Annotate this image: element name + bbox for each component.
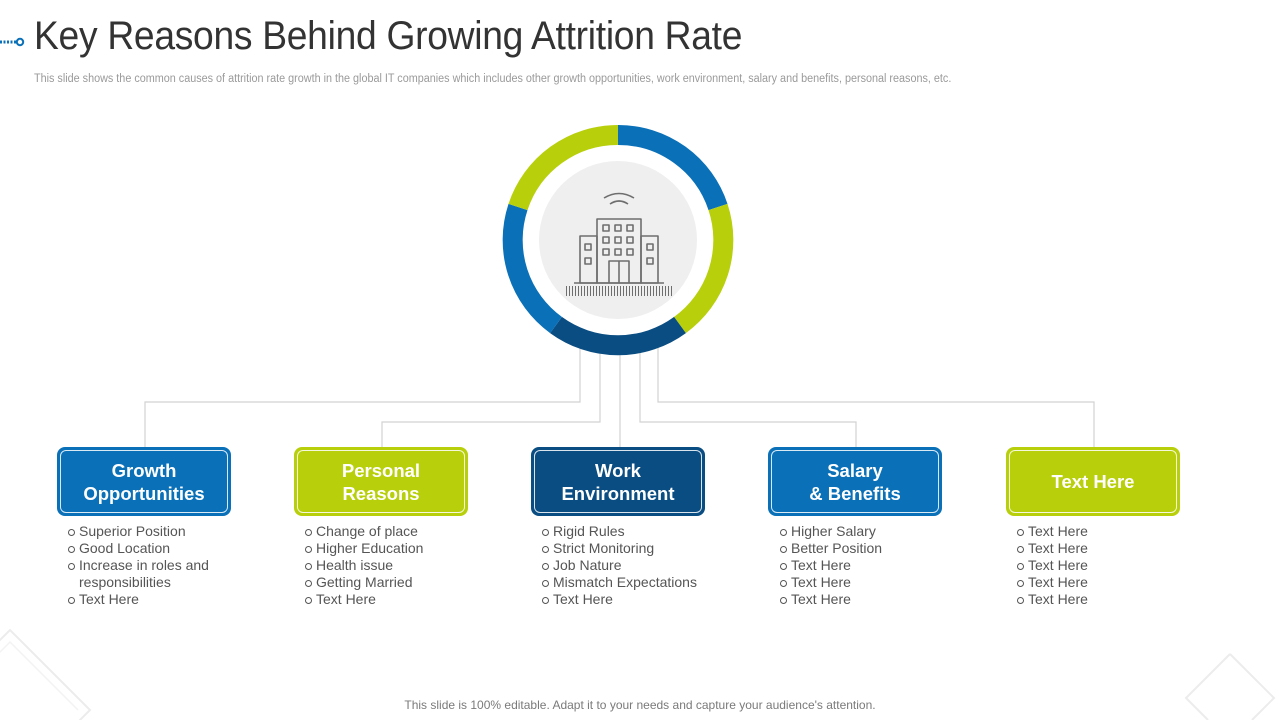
office-building-icon (574, 192, 664, 284)
connector-line (657, 340, 1095, 447)
list-item: Mismatch Expectations (542, 574, 697, 591)
category-label: Text Here (1009, 450, 1177, 513)
list-item: Text Here (780, 557, 882, 574)
list-item: Higher Education (305, 540, 423, 557)
list-item: Text Here (1017, 540, 1088, 557)
reason-list-growth-opportunities: Superior Position Good Location Increase… (68, 523, 209, 608)
category-label: Personal Reasons (297, 450, 465, 513)
list-item: Text Here (542, 591, 697, 608)
reason-list-text-here: Text Here Text Here Text Here Text Here … (1017, 523, 1088, 608)
list-item: Text Here (780, 574, 882, 591)
list-item: Text Here (1017, 574, 1088, 591)
list-item: Change of place (305, 523, 423, 540)
footer-note: This slide is 100% editable. Adapt it to… (404, 698, 876, 712)
segmented-ring (502, 124, 734, 356)
category-box-growth-opportunities: Growth Opportunities (57, 447, 231, 516)
list-item: Good Location (68, 540, 209, 557)
list-item: Text Here (1017, 591, 1088, 608)
ring-segment-blue-top (617, 124, 728, 211)
list-item: Job Nature (542, 557, 697, 574)
ring-segment-blue-left (502, 203, 563, 334)
list-item: Getting Married (305, 574, 423, 591)
list-item: Health issue (305, 557, 423, 574)
list-item: Text Here (780, 591, 882, 608)
category-box-personal-reasons: Personal Reasons (294, 447, 468, 516)
list-item: Text Here (1017, 557, 1088, 574)
connector-line (381, 340, 601, 447)
connector-lines (144, 340, 1095, 447)
list-item: Rigid Rules (542, 523, 697, 540)
ring-segment-green-top-left (508, 124, 619, 211)
title-connector-icon (0, 37, 25, 47)
connector-line (144, 340, 581, 447)
corner-diamond-decoration (0, 628, 92, 720)
list-item: Higher Salary (780, 523, 882, 540)
list-item: Better Position (780, 540, 882, 557)
category-box-work-environment: Work Environment (531, 447, 705, 516)
category-box-salary-benefits: Salary & Benefits (768, 447, 942, 516)
category-label: Growth Opportunities (60, 450, 228, 513)
category-box-text-here: Text Here (1006, 447, 1180, 516)
corner-diamond-decoration (1184, 653, 1276, 720)
list-item: Increase in roles and responsibilities (68, 557, 209, 591)
list-item: Strict Monitoring (542, 540, 697, 557)
ring-segment-green-right (673, 203, 734, 334)
list-item: Text Here (305, 591, 423, 608)
list-item: Text Here (68, 591, 209, 608)
list-item: Text Here (1017, 523, 1088, 540)
page-subtitle: This slide shows the common causes of at… (34, 73, 952, 85)
reason-list-personal-reasons: Change of place Higher Education Health … (305, 523, 423, 608)
category-label: Work Environment (534, 450, 702, 513)
ring-segment-navy-bottom (550, 316, 686, 356)
connector-line (639, 340, 857, 447)
reason-list-work-environment: Rigid Rules Strict Monitoring Job Nature… (542, 523, 697, 608)
category-label: Salary & Benefits (771, 450, 939, 513)
page-title: Key Reasons Behind Growing Attrition Rat… (34, 14, 743, 58)
list-item: Superior Position (68, 523, 209, 540)
reason-list-salary-benefits: Higher Salary Better Position Text Here … (780, 523, 882, 608)
